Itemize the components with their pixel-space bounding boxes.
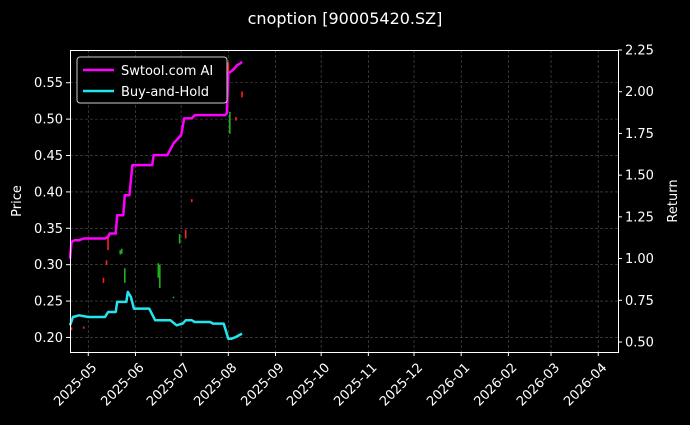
price-candle (235, 116, 237, 121)
price-candle (172, 296, 175, 299)
y2-tick-label: 2.25 (625, 44, 654, 59)
price-candle (70, 327, 73, 331)
y-axis-left: 0.20 0.25 0.30 0.35 0.40 0.45 0.50 0.55 (34, 76, 70, 346)
y2-tick-label: 0.50 (625, 335, 654, 350)
y-tick-label: 0.55 (34, 76, 63, 91)
y-tick-label: 0.35 (34, 222, 63, 237)
price-candle (120, 248, 123, 254)
price-candle (190, 199, 193, 203)
legend-frame (76, 56, 228, 104)
plot-frame (70, 50, 619, 353)
y2-tick-label: 0.75 (625, 294, 654, 309)
y-tick-label: 0.25 (34, 295, 63, 310)
legend: Swtool.com AI Buy-and-Hold (76, 56, 228, 104)
y-tick-label: 0.40 (34, 185, 63, 200)
y-axis-label: Price (10, 185, 25, 217)
series-line (68, 290, 243, 340)
price-candle (82, 326, 85, 329)
price-candle (178, 234, 181, 244)
y-tick-label: 0.20 (34, 331, 63, 346)
y-tick-label: 0.30 (34, 258, 63, 273)
y-tick-label: 0.45 (34, 149, 63, 164)
price-candle (159, 264, 161, 288)
y2-tick-label: 1.25 (625, 210, 654, 225)
y2-tick-label: 1.00 (625, 252, 654, 267)
legend-label-ai: Swtool.com AI (121, 64, 213, 79)
y2-tick-label: 1.50 (625, 169, 654, 184)
price-candle (107, 237, 109, 251)
y2-axis-label: Return (666, 179, 681, 222)
price-candle (119, 250, 122, 255)
series-line (68, 60, 243, 259)
price-candle (124, 268, 126, 283)
price-candle (241, 91, 243, 98)
price-candle (157, 263, 160, 278)
y-axis-right: 0.50 0.75 1.00 1.25 1.50 1.75 2.00 2.25 (618, 44, 654, 350)
chart-title: cnoption [90005420.SZ] (248, 9, 443, 28)
legend-label-buy-hold: Buy-and-Hold (121, 85, 209, 100)
y-tick-label: 0.50 (34, 113, 63, 128)
y2-tick-label: 1.75 (625, 127, 654, 142)
y2-tick-label: 2.00 (625, 85, 654, 100)
price-candle (184, 229, 187, 239)
series-lines (68, 60, 243, 340)
price-candle (102, 277, 105, 283)
price-candle (229, 111, 231, 134)
price-candle (105, 260, 108, 265)
